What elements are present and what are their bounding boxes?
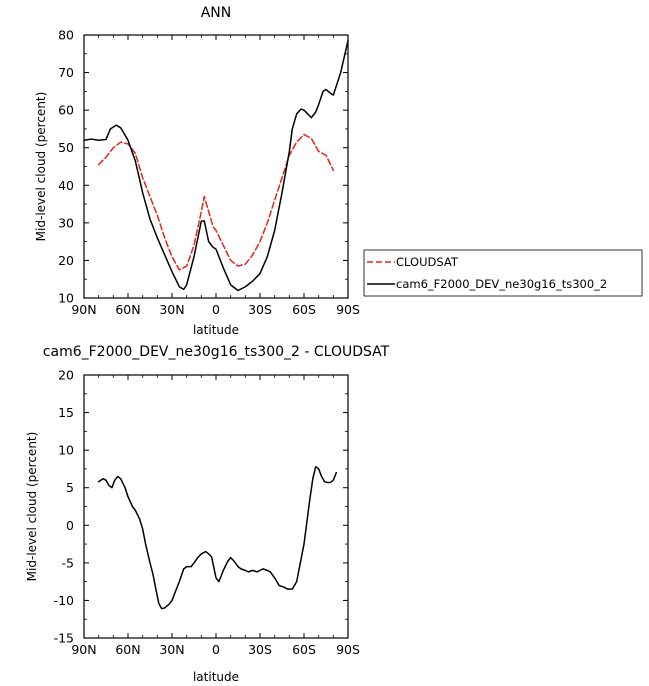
bottom-x-tick-label: 0 xyxy=(212,642,220,657)
top-chart: ANN 90N 60N 30N 0 30S 60S 90S 10 20 30 40 50 60 70 80… xyxy=(34,5,643,337)
top-chart-title: ANN xyxy=(201,5,232,21)
bottom-y-tick-label: 10 xyxy=(58,443,74,458)
top-plot-frame xyxy=(83,34,349,299)
top-x-tick-label: 30S xyxy=(248,302,272,317)
top-series-line-1 xyxy=(83,39,349,292)
bottom-y-tick-label: -5 xyxy=(62,555,74,570)
bottom-y-tick-label: 20 xyxy=(58,368,74,383)
bottom-x-tick-label: 90N xyxy=(71,642,96,657)
top-y-axis-label: Mid-level cloud (percent) xyxy=(34,92,48,242)
bottom-y-tick-label: -15 xyxy=(54,631,74,646)
top-x-tick-label: 60S xyxy=(292,302,316,317)
legend-box xyxy=(363,249,643,297)
top-y-tick-label: 40 xyxy=(58,178,74,193)
top-y-tick-label: 30 xyxy=(58,215,74,230)
top-y-tick-label: 10 xyxy=(58,291,74,306)
top-x-ticks: 90N 60N 30N 0 30S 60S 90S xyxy=(71,35,360,317)
top-chart-legend: CLOUDSAT cam6_F2000_DEV_ne30g16_ts300_2 xyxy=(363,249,643,297)
top-x-tick-label: 0 xyxy=(212,302,220,317)
top-x-tick-label: 90N xyxy=(71,302,96,317)
top-y-tick-label: 70 xyxy=(58,65,74,80)
top-x-axis-label: latitude xyxy=(193,323,239,337)
bottom-y-tick-label: 5 xyxy=(66,480,74,495)
bottom-x-tick-label: 30N xyxy=(159,642,184,657)
bottom-x-tick-label: 30S xyxy=(248,642,272,657)
bottom-x-axis-label: latitude xyxy=(193,670,239,684)
legend-label-model: cam6_F2000_DEV_ne30g16_ts300_2 xyxy=(396,277,607,291)
bottom-chart: cam6_F2000_DEV_ne30g16_ts300_2 - CLOUDSA… xyxy=(25,344,390,684)
top-y-tick-label: 50 xyxy=(58,140,74,155)
top-y-tick-label: 60 xyxy=(58,103,74,118)
bottom-y-tick-label: 15 xyxy=(58,405,74,420)
bottom-y-tick-label: 0 xyxy=(66,518,74,533)
bottom-x-tick-label: 60N xyxy=(115,642,140,657)
top-y-ticks: 10 20 30 40 50 60 70 80 xyxy=(58,28,348,306)
bottom-y-ticks: -15 -10 -5 0 5 10 15 20 xyxy=(54,368,348,646)
bottom-series-group xyxy=(97,465,338,610)
bottom-x-tick-label: 60S xyxy=(292,642,316,657)
bottom-plot-frame xyxy=(83,374,349,639)
bottom-y-axis-label: Mid-level cloud (percent) xyxy=(25,432,39,582)
top-y-tick-label: 80 xyxy=(58,28,74,43)
bottom-x-tick-label: 90S xyxy=(336,642,360,657)
bottom-y-tick-label: -10 xyxy=(54,593,74,608)
top-x-tick-label: 30N xyxy=(159,302,184,317)
top-x-tick-label: 60N xyxy=(115,302,140,317)
legend-label-cloudsat: CLOUDSAT xyxy=(396,255,459,269)
bottom-series-line-0 xyxy=(97,465,338,610)
top-x-tick-label: 90S xyxy=(336,302,360,317)
bottom-x-ticks: 90N 60N 30N 0 30S 60S 90S xyxy=(71,375,360,657)
top-series-group xyxy=(83,39,349,292)
top-y-tick-label: 20 xyxy=(58,253,74,268)
bottom-chart-title: cam6_F2000_DEV_ne30g16_ts300_2 - CLOUDSA… xyxy=(43,344,390,360)
top-series-line-0 xyxy=(97,133,335,271)
